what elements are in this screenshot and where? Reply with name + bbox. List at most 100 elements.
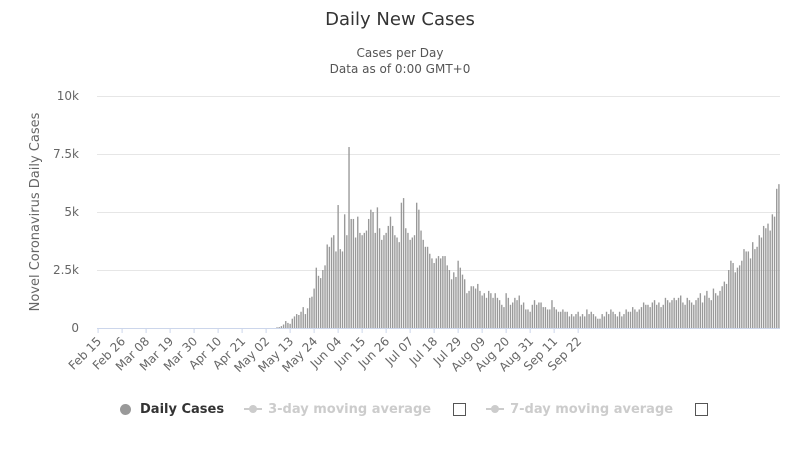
bar[interactable] — [538, 302, 540, 328]
bar[interactable] — [592, 314, 595, 328]
bar[interactable] — [461, 274, 464, 328]
bar[interactable] — [328, 246, 331, 328]
bar[interactable] — [723, 281, 726, 328]
bar[interactable] — [400, 202, 403, 328]
bar[interactable] — [632, 307, 634, 328]
bar[interactable] — [533, 300, 536, 328]
bar[interactable] — [704, 295, 706, 328]
legend-item-daily-cases[interactable]: Daily Cases — [120, 402, 224, 417]
bar[interactable] — [525, 309, 527, 328]
bar[interactable] — [372, 212, 374, 328]
bar[interactable] — [405, 228, 407, 328]
bar[interactable] — [505, 293, 507, 328]
bar[interactable] — [719, 290, 721, 328]
bar[interactable] — [706, 290, 708, 328]
bar[interactable] — [557, 311, 560, 328]
bar[interactable] — [322, 270, 324, 328]
bar[interactable] — [551, 300, 553, 328]
bar[interactable] — [570, 314, 573, 328]
bar[interactable] — [553, 307, 555, 328]
bar[interactable] — [656, 304, 658, 328]
bar[interactable] — [662, 304, 664, 328]
bar[interactable] — [398, 242, 400, 328]
bar[interactable] — [752, 242, 754, 328]
bar[interactable] — [762, 225, 765, 328]
bar[interactable] — [317, 275, 320, 328]
bar[interactable] — [413, 235, 416, 328]
bar[interactable] — [734, 272, 736, 328]
bar[interactable] — [754, 249, 756, 328]
bar[interactable] — [370, 209, 372, 328]
bar[interactable] — [350, 218, 352, 328]
bar[interactable] — [282, 324, 285, 328]
bar[interactable] — [359, 232, 361, 328]
bar[interactable] — [311, 296, 313, 328]
bar[interactable] — [738, 265, 741, 328]
bar[interactable] — [389, 216, 392, 328]
bar[interactable] — [699, 293, 702, 328]
bar[interactable] — [677, 297, 680, 328]
bar[interactable] — [614, 314, 616, 328]
bar[interactable] — [743, 249, 745, 328]
bar[interactable] — [326, 244, 328, 328]
bar[interactable] — [289, 323, 291, 328]
bar[interactable] — [577, 311, 579, 328]
bar[interactable] — [520, 304, 523, 328]
bar[interactable] — [387, 225, 389, 328]
bar[interactable] — [409, 239, 411, 328]
bar[interactable] — [437, 256, 440, 328]
bar[interactable] — [354, 237, 357, 328]
legend-item-7-day-average[interactable]: 7-day moving average — [486, 402, 673, 417]
bar[interactable] — [725, 283, 728, 328]
bar[interactable] — [503, 307, 505, 328]
bar[interactable] — [433, 263, 435, 328]
bar[interactable] — [418, 209, 420, 328]
bar[interactable] — [594, 316, 597, 328]
bar[interactable] — [300, 311, 302, 328]
bar[interactable] — [527, 309, 529, 328]
bar[interactable] — [682, 302, 684, 328]
bar[interactable] — [765, 228, 767, 328]
bar[interactable] — [474, 288, 477, 328]
bar[interactable] — [468, 290, 470, 328]
bar[interactable] — [374, 232, 376, 328]
bar[interactable] — [442, 256, 444, 328]
bar[interactable] — [501, 304, 503, 328]
bar[interactable] — [653, 300, 656, 328]
bar[interactable] — [407, 232, 409, 328]
bar[interactable] — [450, 279, 453, 328]
bar[interactable] — [346, 235, 348, 328]
bar[interactable] — [343, 214, 346, 328]
bar[interactable] — [747, 251, 750, 328]
bar[interactable] — [728, 270, 730, 328]
bar[interactable] — [664, 297, 667, 328]
bar[interactable] — [309, 297, 311, 328]
bar[interactable] — [276, 327, 278, 328]
bar[interactable] — [673, 297, 675, 328]
bar[interactable] — [492, 297, 494, 328]
bar[interactable] — [376, 207, 379, 328]
bar[interactable] — [361, 235, 363, 328]
bar[interactable] — [597, 318, 599, 328]
bar[interactable] — [629, 311, 632, 328]
bar[interactable] — [771, 214, 774, 328]
checkbox-7-day-average[interactable] — [695, 402, 709, 416]
bar[interactable] — [459, 267, 462, 328]
bar[interactable] — [649, 307, 651, 328]
bar[interactable] — [457, 260, 459, 328]
bar[interactable] — [660, 307, 662, 328]
bar[interactable] — [367, 218, 370, 328]
bar[interactable] — [285, 321, 287, 328]
bar[interactable] — [708, 297, 710, 328]
bar[interactable] — [675, 300, 678, 328]
bar[interactable] — [381, 239, 383, 328]
bar[interactable] — [544, 307, 547, 328]
bar[interactable] — [666, 300, 669, 328]
bar[interactable] — [287, 322, 289, 328]
bar[interactable] — [422, 239, 424, 328]
bar[interactable] — [608, 314, 610, 328]
bar[interactable] — [330, 237, 333, 328]
bar[interactable] — [383, 235, 385, 328]
bar[interactable] — [769, 230, 771, 328]
bar[interactable] — [278, 327, 280, 328]
